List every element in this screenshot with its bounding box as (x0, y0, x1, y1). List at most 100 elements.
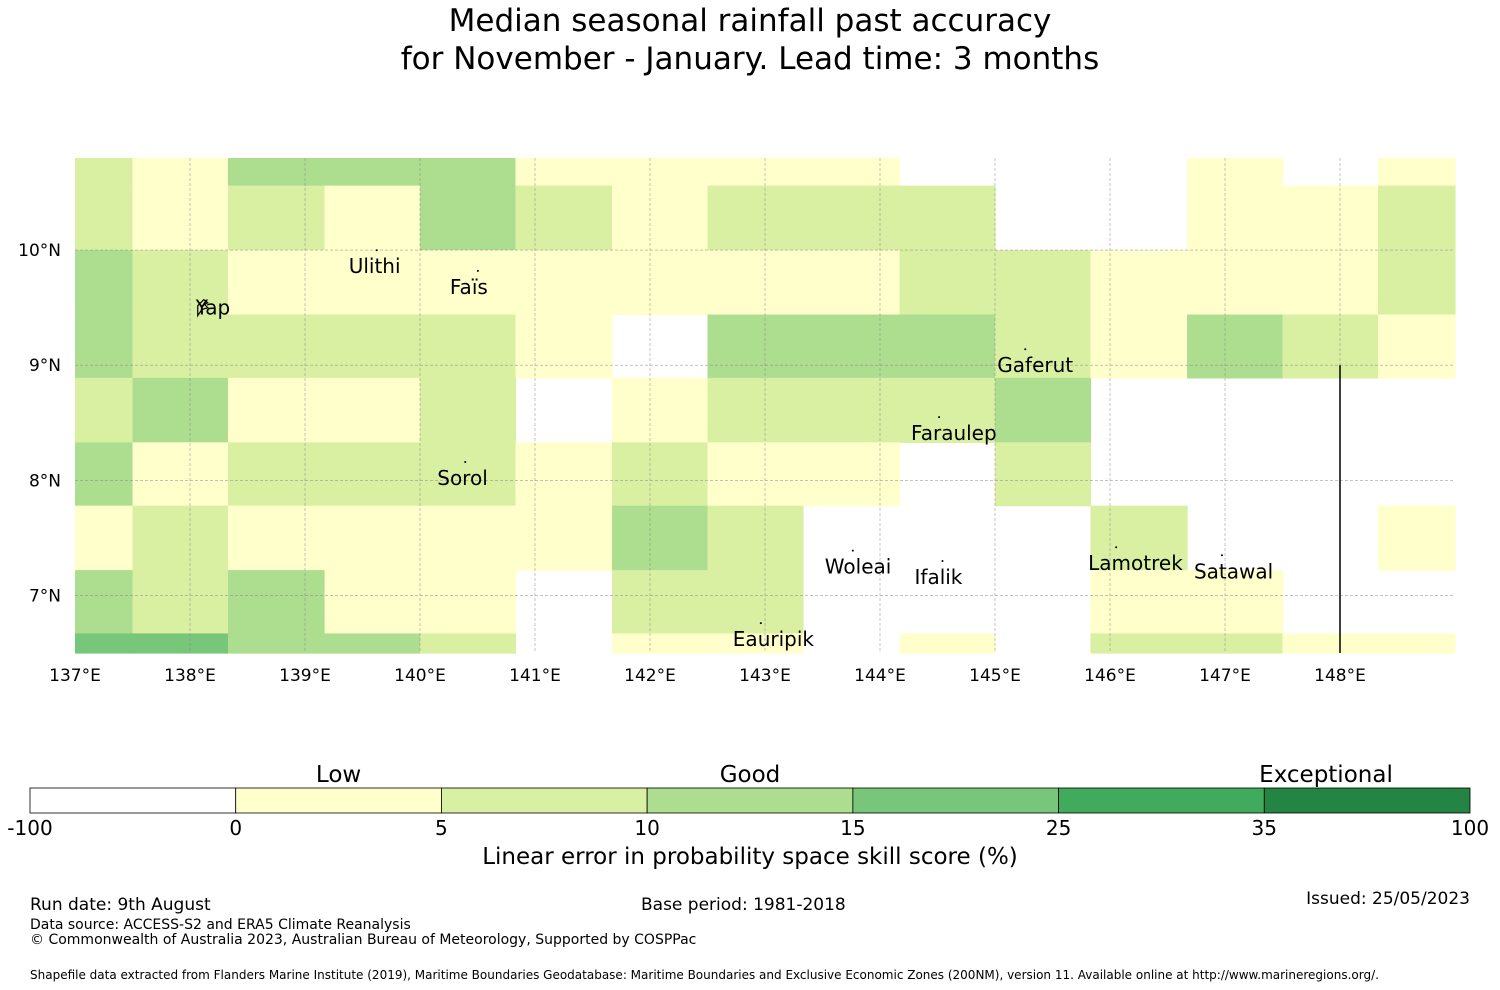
colorbar-tick-label: 25 (1046, 816, 1071, 840)
skill-cell (324, 633, 421, 654)
skill-cell (707, 633, 804, 654)
skill-cell (75, 442, 134, 507)
skill-cell (227, 570, 326, 635)
skill-cell (707, 250, 804, 316)
skill-cell (420, 158, 517, 187)
island-dot (941, 560, 944, 563)
skill-cell (132, 570, 229, 635)
island-dot (464, 461, 467, 464)
skill-cell (420, 633, 517, 654)
run-date: Run date: 9th August (30, 895, 211, 915)
skill-cell (1282, 633, 1379, 654)
skill-cell (1090, 250, 1188, 316)
skill-cell (132, 505, 229, 571)
skill-cell (612, 377, 709, 443)
skill-cell (1090, 633, 1188, 654)
skill-cell (1377, 314, 1456, 379)
place-label: Faraulep (911, 421, 997, 445)
skill-cell (515, 158, 613, 187)
skill-cell (324, 377, 421, 443)
place-label: Woleai (825, 555, 892, 579)
longitude-axis: 137°E 138°E 139°E 140°E 141°E 142°E 143°E 144°E… (49, 666, 1366, 686)
island-dot (1220, 554, 1223, 557)
skill-cell (1282, 185, 1379, 251)
skill-cell (324, 314, 421, 379)
skill-cell (995, 442, 1092, 507)
skill-cell (75, 250, 134, 316)
skill-cell (612, 250, 709, 316)
longitude-tick-label: 141°E (509, 666, 561, 686)
colorbar-tick-label: 10 (634, 816, 659, 840)
skill-cell (420, 442, 517, 507)
skill-cell (324, 505, 421, 571)
island-dot (1115, 546, 1118, 549)
chart-title: Median seasonal rainfall past accuracy f… (0, 2, 1500, 78)
skill-cell (995, 250, 1092, 316)
yap-island-outline (197, 298, 209, 318)
longitude-tick-label: 142°E (624, 666, 676, 686)
skill-cell (612, 633, 709, 654)
island-dot (938, 416, 941, 419)
skill-cell (899, 377, 996, 443)
latitude-tick-label: 8°N (29, 471, 61, 491)
longitude-tick-label: 137°E (49, 666, 101, 686)
skill-cell (1377, 505, 1456, 571)
skill-cell (132, 185, 229, 251)
island-dot (476, 269, 479, 272)
skill-cell (132, 377, 229, 443)
skill-cell (707, 314, 804, 379)
longitude-tick-label: 138°E (164, 666, 216, 686)
place-labels: Ulithi Faïs Yap Gaferut Faraulep Sorol Woleai I… (195, 254, 1273, 651)
skill-cell (707, 185, 804, 251)
place-label: Eauripik (733, 627, 815, 651)
colorbar-bin (852, 787, 1059, 814)
skill-cell (227, 505, 326, 571)
longitude-tick-label: 146°E (1084, 666, 1136, 686)
skill-cell (612, 158, 709, 187)
colorbar-bin (441, 787, 648, 814)
skill-cell (802, 250, 901, 316)
longitude-tick-label: 143°E (739, 666, 791, 686)
skill-cell (899, 250, 996, 316)
skill-cell (324, 158, 421, 187)
colorbar-tick-label: 0 (229, 816, 242, 840)
skill-cell (132, 250, 229, 316)
skill-cell (75, 570, 134, 635)
skill-cell (420, 250, 517, 316)
skill-cell (899, 633, 996, 654)
place-label: Gaferut (997, 353, 1073, 377)
skill-cell (1187, 570, 1284, 635)
skill-cell (1377, 158, 1456, 187)
colorbar-bin (1058, 787, 1265, 814)
latitude-axis: 10°N 9°N 8°N 7°N (18, 241, 61, 606)
skill-cell (802, 185, 901, 251)
skill-cell (227, 158, 326, 187)
skill-cell (802, 442, 901, 507)
skill-cell (707, 158, 804, 187)
skill-cell (75, 314, 134, 379)
skill-cell (1187, 250, 1284, 316)
latitude-tick-label: 9°N (29, 356, 61, 376)
place-label: Sorol (437, 466, 488, 490)
skill-cell (227, 185, 326, 251)
longitude-tick-label: 147°E (1199, 666, 1251, 686)
skill-cell (1187, 185, 1284, 251)
skill-cell (707, 570, 804, 635)
skill-cell (420, 505, 517, 571)
latitude-tick-label: 10°N (18, 241, 61, 261)
colorbar-bin (235, 787, 442, 814)
skill-cell (515, 505, 613, 571)
graticule (75, 158, 1455, 653)
skill-cell (420, 314, 517, 379)
skill-cell (324, 250, 421, 316)
skill-cell (1090, 505, 1188, 571)
longitude-tick-label: 148°E (1314, 666, 1366, 686)
skill-cell (612, 442, 709, 507)
colorbar-title: Linear error in probability space skill … (482, 844, 1018, 870)
place-label: Faïs (450, 275, 488, 299)
island-dot (375, 249, 378, 252)
skill-cell (227, 314, 326, 379)
skill-cell (420, 377, 517, 443)
skill-cell (1282, 314, 1379, 379)
skill-cell (132, 158, 229, 187)
